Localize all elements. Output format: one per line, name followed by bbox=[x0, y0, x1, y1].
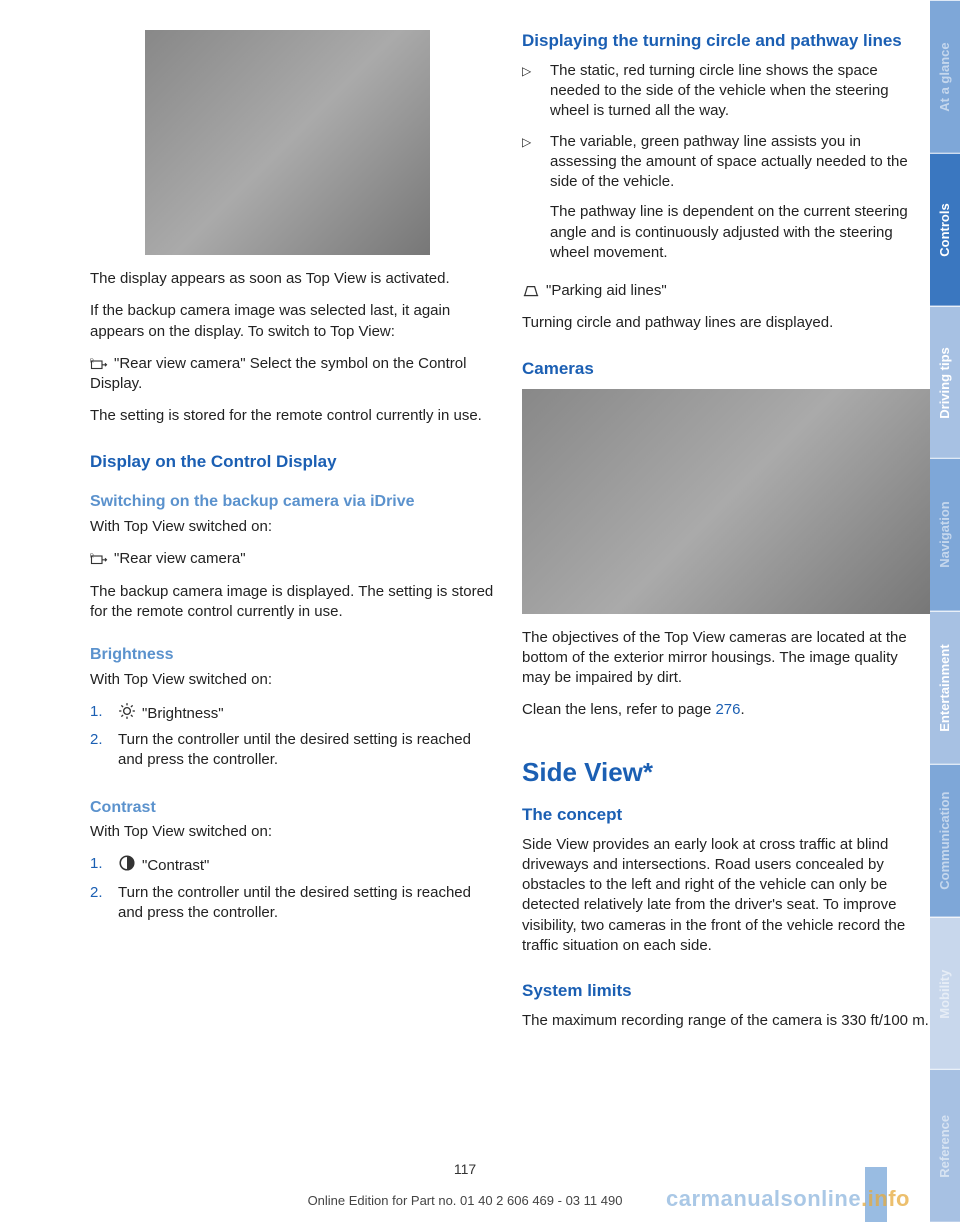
paragraph: "Parking aid lines" bbox=[522, 281, 930, 301]
paragraph: The setting is stored for the remote con… bbox=[90, 406, 498, 426]
rearcam-icon: R bbox=[90, 551, 108, 565]
paragraph: The backup camera image is displayed. Th… bbox=[90, 582, 498, 623]
svg-text:R: R bbox=[90, 358, 94, 364]
heading-turning: Displaying the turning circle and pathwa… bbox=[522, 30, 930, 53]
tab-reference[interactable]: Reference bbox=[930, 1069, 960, 1222]
ordered-list: 1. "Contrast" 2. Turn the controller unt… bbox=[90, 854, 498, 929]
triangle-bullet-icon: ▷ bbox=[522, 61, 550, 122]
list-text: "Contrast" bbox=[118, 854, 498, 876]
list-item: ▷ The variable, green pathway line assis… bbox=[522, 132, 930, 264]
list-text: "Brightness" bbox=[118, 702, 498, 724]
list-number: 1. bbox=[90, 702, 118, 724]
page-link[interactable]: 276 bbox=[715, 701, 740, 718]
text: "Brightness" bbox=[142, 705, 224, 722]
camera-mirror-image bbox=[522, 389, 930, 614]
heading-brightness: Brightness bbox=[90, 644, 498, 666]
svg-text:R: R bbox=[90, 554, 94, 560]
list-text: Turn the controller until the desired se… bbox=[118, 883, 498, 924]
text: "Parking aid lines" bbox=[546, 282, 667, 299]
paragraph: With Top View switched on: bbox=[90, 670, 498, 690]
paragraph: The variable, green pathway line assists… bbox=[550, 132, 930, 193]
heading-switching: Switching on the backup camera via iDriv… bbox=[90, 491, 498, 513]
paragraph: The maximum recording range of the camer… bbox=[522, 1011, 930, 1031]
list-item: ▷ The static, red turning circle line sh… bbox=[522, 61, 930, 122]
tab-controls[interactable]: Controls bbox=[930, 153, 960, 306]
paragraph: R "Rear view camera" bbox=[90, 549, 498, 569]
paragraph: If the backup camera image was selected … bbox=[90, 301, 498, 342]
paragraph: Turning circle and pathway lines are dis… bbox=[522, 313, 930, 333]
heading-contrast: Contrast bbox=[90, 797, 498, 819]
heading-concept: The concept bbox=[522, 804, 930, 827]
page-number: 117 bbox=[454, 1160, 476, 1179]
parking-lines-icon bbox=[522, 283, 540, 297]
page: The display appears as soon as Top View … bbox=[0, 0, 960, 1222]
left-column: The display appears as soon as Top View … bbox=[90, 30, 498, 1162]
tab-navigation[interactable]: Navigation bbox=[930, 458, 960, 611]
triangle-bullet-icon: ▷ bbox=[522, 132, 550, 264]
sidebar-tabs: At a glance Controls Driving tips Naviga… bbox=[930, 0, 960, 1222]
paragraph: The pathway line is dependent on the cur… bbox=[550, 202, 930, 263]
heading-cameras: Cameras bbox=[522, 358, 930, 381]
text: "Rear view camera" Select the symbol on … bbox=[90, 355, 466, 392]
bullet-list: ▷ The static, red turning circle line sh… bbox=[522, 61, 930, 273]
text: "Contrast" bbox=[142, 857, 209, 874]
heading-display: Display on the Control Display bbox=[90, 451, 498, 474]
list-item: 1. "Contrast" bbox=[90, 854, 498, 876]
contrast-icon bbox=[118, 854, 136, 868]
list-text: Turn the controller until the desired se… bbox=[118, 730, 498, 771]
watermark-info: .info bbox=[861, 1186, 910, 1211]
list-number: 2. bbox=[90, 883, 118, 924]
content-area: The display appears as soon as Top View … bbox=[0, 0, 930, 1222]
text: . bbox=[741, 701, 745, 718]
paragraph: The objectives of the Top View cameras a… bbox=[522, 628, 930, 689]
text: Clean the lens, refer to page bbox=[522, 701, 715, 718]
tab-communication[interactable]: Communication bbox=[930, 764, 960, 917]
page-number-wrap: 117 bbox=[0, 1160, 930, 1180]
watermark-text: carmanualsonline bbox=[666, 1186, 861, 1211]
tab-mobility[interactable]: Mobility bbox=[930, 917, 960, 1070]
tab-driving-tips[interactable]: Driving tips bbox=[930, 306, 960, 459]
paragraph: With Top View switched on: bbox=[90, 517, 498, 537]
topview-diagram-image bbox=[145, 30, 430, 255]
tab-at-a-glance[interactable]: At a glance bbox=[930, 0, 960, 153]
paragraph: Side View provides an early look at cros… bbox=[522, 835, 930, 957]
sun-icon bbox=[118, 702, 136, 716]
rearcam-icon: R bbox=[90, 356, 108, 370]
watermark: carmanualsonline.info bbox=[666, 1184, 910, 1214]
text: "Rear view camera" bbox=[114, 550, 246, 567]
paragraph: The display appears as soon as Top View … bbox=[90, 269, 498, 289]
paragraph: Clean the lens, refer to page 276. bbox=[522, 700, 930, 720]
paragraph: With Top View switched on: bbox=[90, 822, 498, 842]
list-number: 1. bbox=[90, 854, 118, 876]
list-number: 2. bbox=[90, 730, 118, 771]
heading-side-view: Side View* bbox=[522, 755, 930, 790]
ordered-list: 1. "Brightness" 2. Turn the controller u… bbox=[90, 702, 498, 777]
list-item: 2. Turn the controller until the desired… bbox=[90, 730, 498, 771]
tab-entertainment[interactable]: Entertainment bbox=[930, 611, 960, 764]
paragraph: R"Rear view camera" Select the symbol on… bbox=[90, 354, 498, 395]
list-text: The variable, green pathway line assists… bbox=[550, 132, 930, 264]
list-item: 2. Turn the controller until the desired… bbox=[90, 883, 498, 924]
list-text: The static, red turning circle line show… bbox=[550, 61, 930, 122]
right-column: Displaying the turning circle and pathwa… bbox=[522, 30, 930, 1162]
list-item: 1. "Brightness" bbox=[90, 702, 498, 724]
heading-limits: System limits bbox=[522, 980, 930, 1003]
